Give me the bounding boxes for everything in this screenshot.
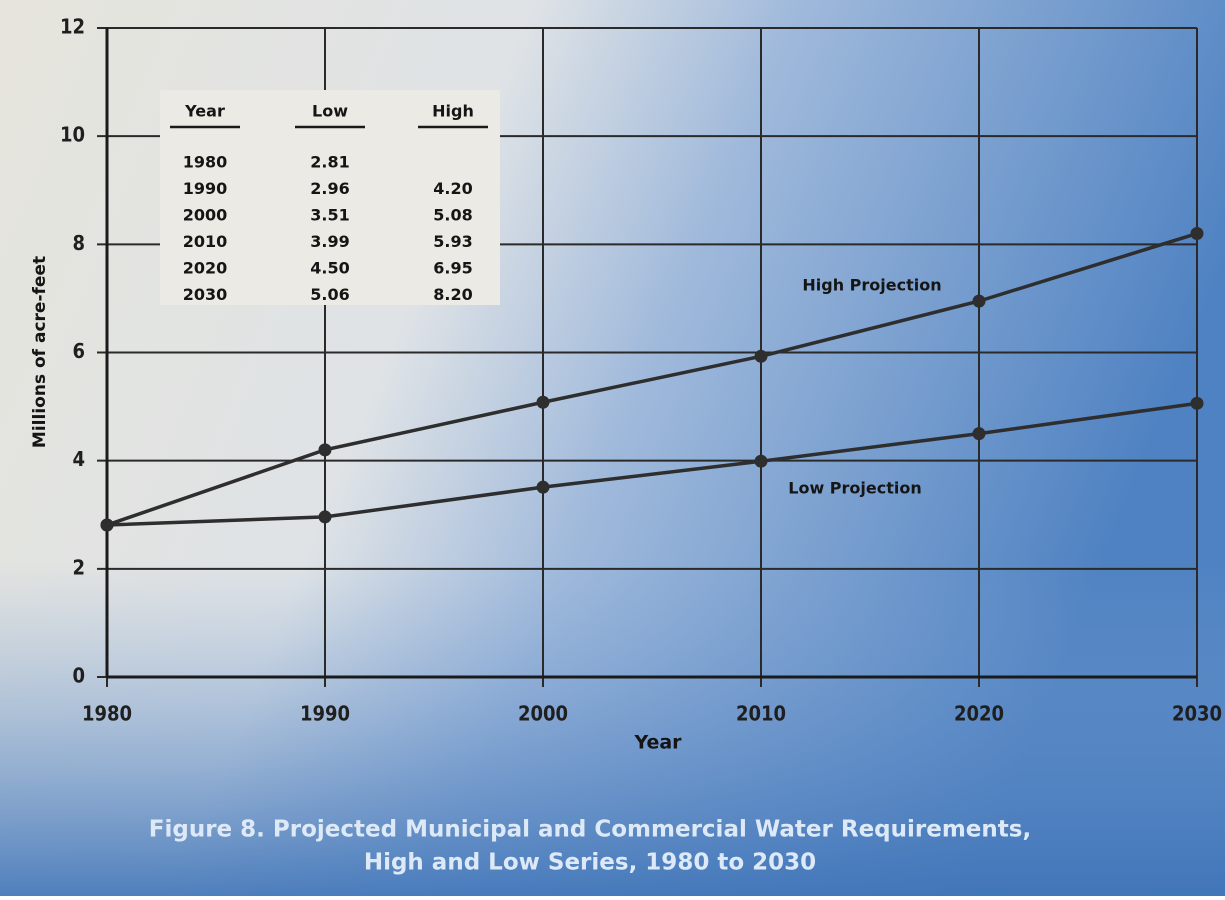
x-tick-label: 2000	[518, 702, 568, 726]
data-point	[100, 518, 114, 532]
data-table: Year Low High 1980 2.81 1990 2.96 4.20 2000 3.51 5…	[170, 102, 488, 304]
series-line	[106, 231, 1198, 527]
data-point	[536, 480, 550, 494]
background-shade	[0, 560, 1225, 896]
table-cell: 2030	[183, 285, 228, 304]
y-tick-label: 6	[72, 339, 85, 363]
table-cell: 2010	[183, 232, 228, 251]
data-point	[1190, 227, 1204, 241]
plot	[100, 227, 1204, 532]
table-cell: 5.06	[310, 285, 349, 304]
table-cell: 5.93	[433, 232, 472, 251]
y-axis-label: Millions of acre-feet	[30, 256, 50, 448]
y-tick-label: 8	[72, 231, 85, 255]
y-tick-label: 12	[60, 15, 85, 39]
table-cell: 2.96	[310, 179, 349, 198]
data-point	[754, 454, 768, 468]
data-point	[536, 395, 550, 409]
table-cell: 5.08	[433, 206, 472, 225]
table-header: Low	[312, 102, 348, 121]
table-cell: 4.50	[310, 259, 349, 278]
table-cell: 6.95	[433, 259, 472, 278]
table-cell: 1980	[183, 153, 228, 172]
table-cell: 3.99	[310, 232, 349, 251]
table-header: Year	[184, 102, 225, 121]
x-tick-label: 1980	[82, 702, 132, 726]
table-cell: 3.51	[310, 206, 349, 225]
annotation: Low Projection	[788, 479, 921, 498]
data-point	[972, 427, 986, 441]
chart-title: High and Low Series, 1980 to 2030	[364, 850, 816, 876]
table-cell: 2.81	[310, 153, 349, 172]
table-header: High	[432, 102, 474, 121]
data-point	[754, 349, 768, 363]
table-cell: 2000	[183, 206, 228, 225]
table-cell: 2020	[183, 259, 228, 278]
data-point	[1190, 396, 1204, 410]
y-tick-label: 10	[60, 123, 85, 147]
data-point	[318, 443, 332, 457]
annotation: High Projection	[802, 276, 941, 295]
table-cell: 8.20	[433, 285, 472, 304]
x-axis-label: Year	[633, 732, 682, 754]
x-tick-label: 2010	[736, 702, 786, 726]
table-cell: 1990	[183, 179, 228, 198]
y-tick-label: 4	[72, 447, 85, 471]
x-tick-label: 1990	[300, 702, 350, 726]
x-tick-label: 2030	[1172, 702, 1222, 726]
table-cell: 4.20	[433, 179, 472, 198]
data-point	[318, 510, 332, 524]
y-tick-label: 2	[72, 555, 85, 579]
series-line	[106, 401, 1198, 527]
y-tick-label: 0	[72, 664, 85, 688]
chart-title: Figure 8. Projected Municipal and Commer…	[149, 817, 1031, 843]
x-tick-label: 2020	[954, 702, 1004, 726]
data-point	[972, 294, 986, 308]
